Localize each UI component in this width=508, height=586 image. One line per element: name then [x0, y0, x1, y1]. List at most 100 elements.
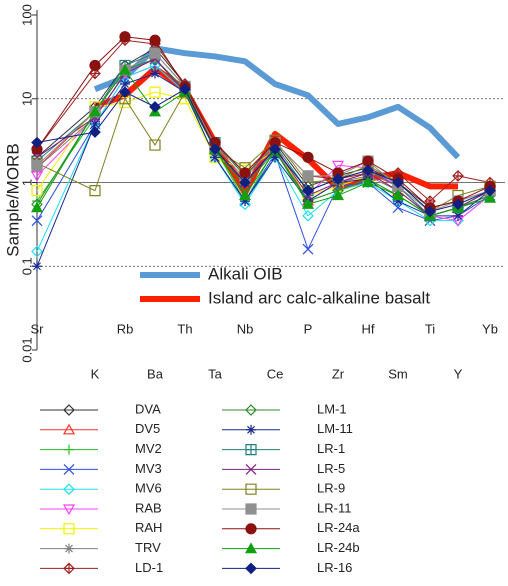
marker-shape: [91, 120, 99, 128]
legend-label: Island arc calc-alkaline basalt: [208, 288, 430, 307]
marker-shape: [63, 483, 75, 496]
marker: [244, 542, 258, 554]
marker-shape: [238, 189, 252, 201]
marker-shape: [245, 444, 257, 456]
y-tick-label: 1: [19, 179, 34, 186]
marker: [424, 205, 436, 218]
marker: [32, 261, 42, 272]
marker-shape: [244, 542, 258, 554]
marker: [239, 167, 251, 179]
marker-shape: [239, 176, 251, 189]
y-tick-label: 10: [19, 92, 34, 106]
x-tick-label: Ta: [208, 366, 223, 381]
marker-shape: [31, 215, 43, 227]
marker: [246, 424, 256, 435]
marker: [302, 209, 314, 222]
y-tick-label: 0.1: [19, 257, 34, 275]
marker-shape: [62, 504, 76, 516]
marker-shape: [179, 83, 191, 96]
marker: [63, 523, 75, 535]
x-tick-label: P: [304, 321, 313, 336]
y-tick-label: 0.01: [19, 337, 34, 362]
marker: [31, 159, 43, 172]
marker: [179, 83, 191, 96]
marker: [62, 504, 76, 516]
marker-shape: [247, 425, 255, 434]
marker-shape: [245, 463, 257, 475]
marker-shape: [424, 205, 436, 218]
marker-shape: [89, 185, 101, 197]
marker-shape: [269, 143, 281, 156]
marker-shape: [149, 34, 161, 46]
marker-shape: [484, 184, 496, 197]
marker-shape: [239, 198, 251, 211]
marker: [88, 105, 102, 117]
legend-label: LM-11: [317, 421, 353, 436]
marker: [149, 34, 161, 46]
legend-label: LM-1: [317, 401, 347, 416]
legend-label: TRV: [135, 540, 161, 555]
marker: [119, 86, 131, 98]
marker: [120, 79, 130, 90]
marker: [210, 152, 220, 163]
marker: [89, 59, 101, 72]
legend-label: Alkali OIB: [208, 264, 283, 283]
marker-shape: [302, 184, 314, 197]
marker: [391, 189, 405, 201]
marker-shape: [302, 170, 314, 182]
x-tick-label: Y: [454, 366, 463, 381]
marker: [301, 198, 315, 209]
x-tick-label: Hf: [362, 321, 375, 336]
marker-shape: [331, 160, 345, 172]
marker: [62, 423, 76, 435]
marker: [89, 126, 101, 138]
marker: [245, 503, 257, 515]
marker: [149, 47, 161, 59]
legend-label: RAB: [135, 500, 162, 515]
marker: [452, 198, 464, 211]
marker: [118, 63, 132, 75]
marker: [269, 143, 281, 156]
marker-shape: [209, 143, 221, 156]
marker: [149, 86, 161, 98]
marker-shape: [302, 151, 314, 163]
marker-shape: [63, 463, 75, 475]
marker: [149, 101, 161, 113]
marker-shape: [62, 423, 76, 435]
marker: [392, 176, 404, 189]
y-tick-label: 100: [19, 4, 34, 26]
marker-shape: [239, 167, 251, 179]
marker-shape: [245, 483, 257, 495]
marker: [31, 136, 43, 149]
x-tick-label: Rb: [117, 321, 134, 336]
marker-shape: [118, 63, 132, 75]
marker: [31, 215, 43, 227]
legend-label: LR-11: [317, 500, 351, 515]
marker-shape: [119, 31, 131, 43]
marker: [483, 191, 497, 203]
marker-shape: [452, 198, 464, 211]
marker-shape: [331, 189, 345, 201]
y-axis-label: Sample/MORB: [3, 143, 22, 256]
marker: [302, 184, 314, 197]
x-tick-label: Th: [177, 321, 192, 336]
marker-shape: [31, 136, 43, 149]
marker-shape: [30, 201, 44, 213]
marker: [64, 444, 74, 455]
marker: [63, 562, 75, 575]
marker: [119, 31, 131, 43]
marker-shape: [301, 198, 315, 209]
marker: [89, 185, 101, 197]
legend-label: LR-24a: [317, 520, 360, 535]
x-tick-label: Ce: [267, 366, 284, 381]
legend-label: LR-1: [317, 441, 345, 456]
marker-shape: [63, 404, 75, 416]
marker-shape: [483, 191, 497, 203]
marker-shape: [121, 80, 129, 88]
legend-label: MV2: [135, 441, 162, 456]
marker: [362, 164, 374, 177]
marker-shape: [211, 153, 219, 162]
marker-shape: [245, 562, 257, 575]
marker: [239, 198, 251, 211]
